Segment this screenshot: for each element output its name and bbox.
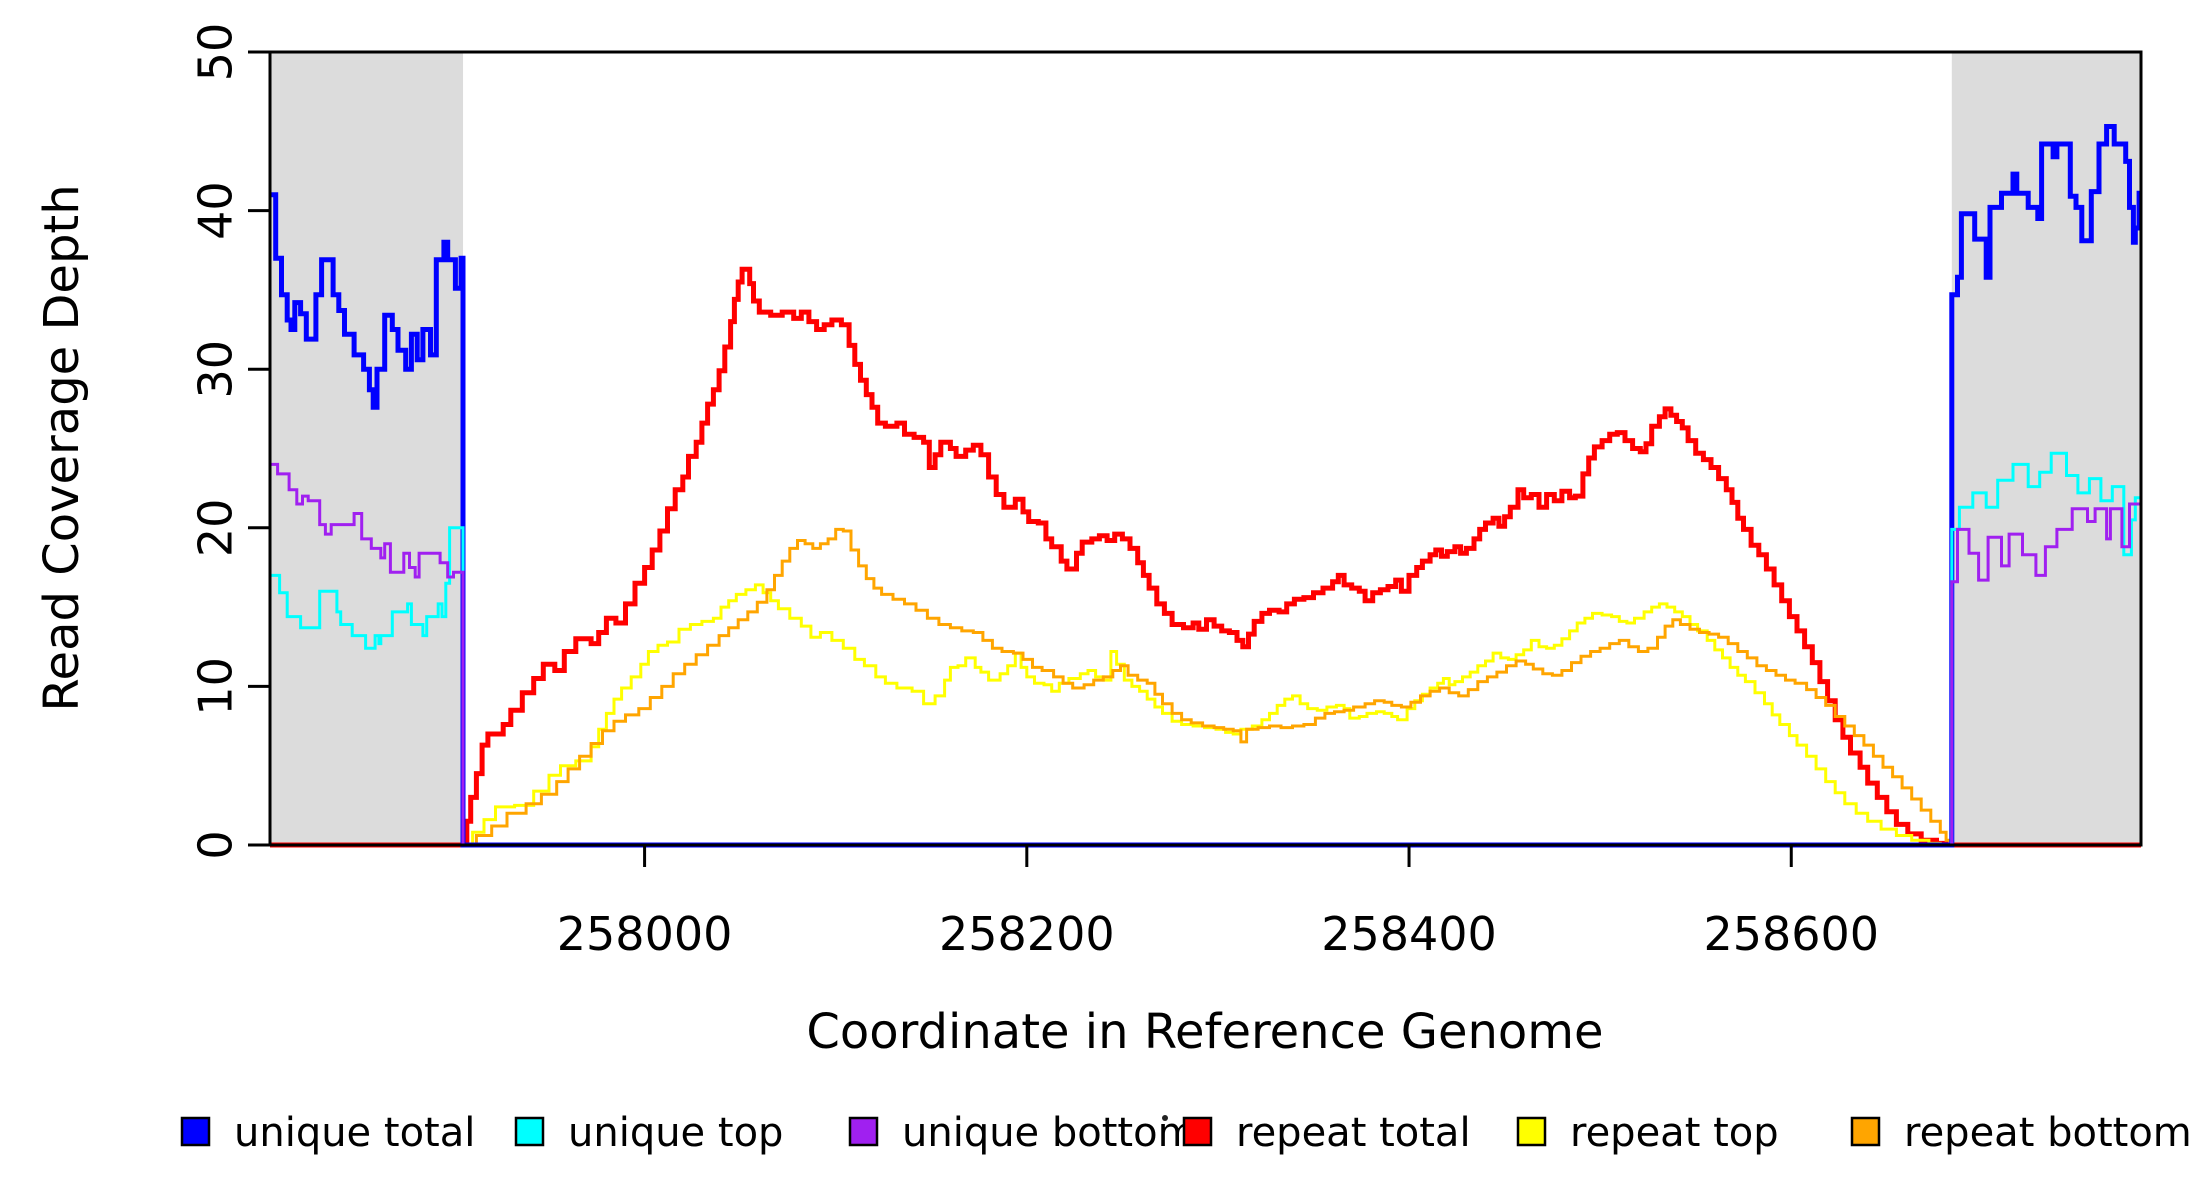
series-unique-top xyxy=(270,451,2141,847)
left-unique-flank xyxy=(270,52,464,845)
y-tick-label: 0 xyxy=(189,830,243,859)
series-unique-bottom xyxy=(270,462,2141,847)
legend-swatch-unique-bottom xyxy=(848,1116,879,1147)
plot-border xyxy=(268,50,2143,847)
x-axis-title: Coordinate in Reference Genome xyxy=(806,1004,1603,1060)
series-repeat-bottom xyxy=(270,527,2141,847)
series-repeat-total xyxy=(270,266,2141,848)
stray-dot xyxy=(1162,1115,1168,1121)
y-axis-title: Read Coverage Depth xyxy=(34,184,90,711)
y-tick-label: 40 xyxy=(189,181,243,240)
legend: unique total unique top unique bottom repea… xyxy=(180,1110,2192,1156)
y-tick-label: 30 xyxy=(189,340,243,399)
shaded-unique-regions xyxy=(270,52,2141,845)
legend-label: repeat bottom xyxy=(1904,1110,2192,1156)
legend-label: unique total xyxy=(234,1110,475,1156)
legend-swatch-repeat-top xyxy=(1516,1116,1547,1147)
legend-item-repeat-total: repeat total xyxy=(1182,1110,1471,1156)
series-lines xyxy=(270,124,2142,848)
legend-item-unique-total: unique total xyxy=(180,1110,475,1156)
series-unique-total xyxy=(270,124,2142,848)
x-tick-label: 258000 xyxy=(557,907,733,961)
legend-swatch-unique-total xyxy=(180,1116,211,1147)
x-tick-label: 258200 xyxy=(939,907,1115,961)
axes: 0 10 20 30 40 50 258000 258200 258400 258600 xyxy=(189,23,2143,961)
y-tick-label: 50 xyxy=(189,23,243,82)
y-tick-label: 10 xyxy=(189,657,243,716)
legend-label: repeat total xyxy=(1236,1110,1471,1156)
legend-item-repeat-top: repeat top xyxy=(1516,1110,1779,1156)
legend-swatch-repeat-bottom xyxy=(1850,1116,1881,1147)
x-tick-label: 258600 xyxy=(1703,907,1879,961)
legend-swatch-unique-top xyxy=(514,1116,545,1147)
legend-label: unique bottom xyxy=(902,1110,1197,1156)
legend-item-unique-bottom: unique bottom xyxy=(848,1110,1197,1156)
legend-swatch-repeat-total xyxy=(1182,1116,1213,1147)
y-tick-label: 20 xyxy=(189,499,243,558)
x-tick-label: 258400 xyxy=(1321,907,1497,961)
legend-label: repeat top xyxy=(1570,1110,1779,1156)
right-unique-flank xyxy=(1951,52,2141,845)
legend-label: unique top xyxy=(568,1110,783,1156)
legend-item-unique-top: unique top xyxy=(514,1110,783,1156)
legend-item-repeat-bottom: repeat bottom xyxy=(1850,1110,2192,1156)
artifacts xyxy=(1162,1115,1168,1121)
